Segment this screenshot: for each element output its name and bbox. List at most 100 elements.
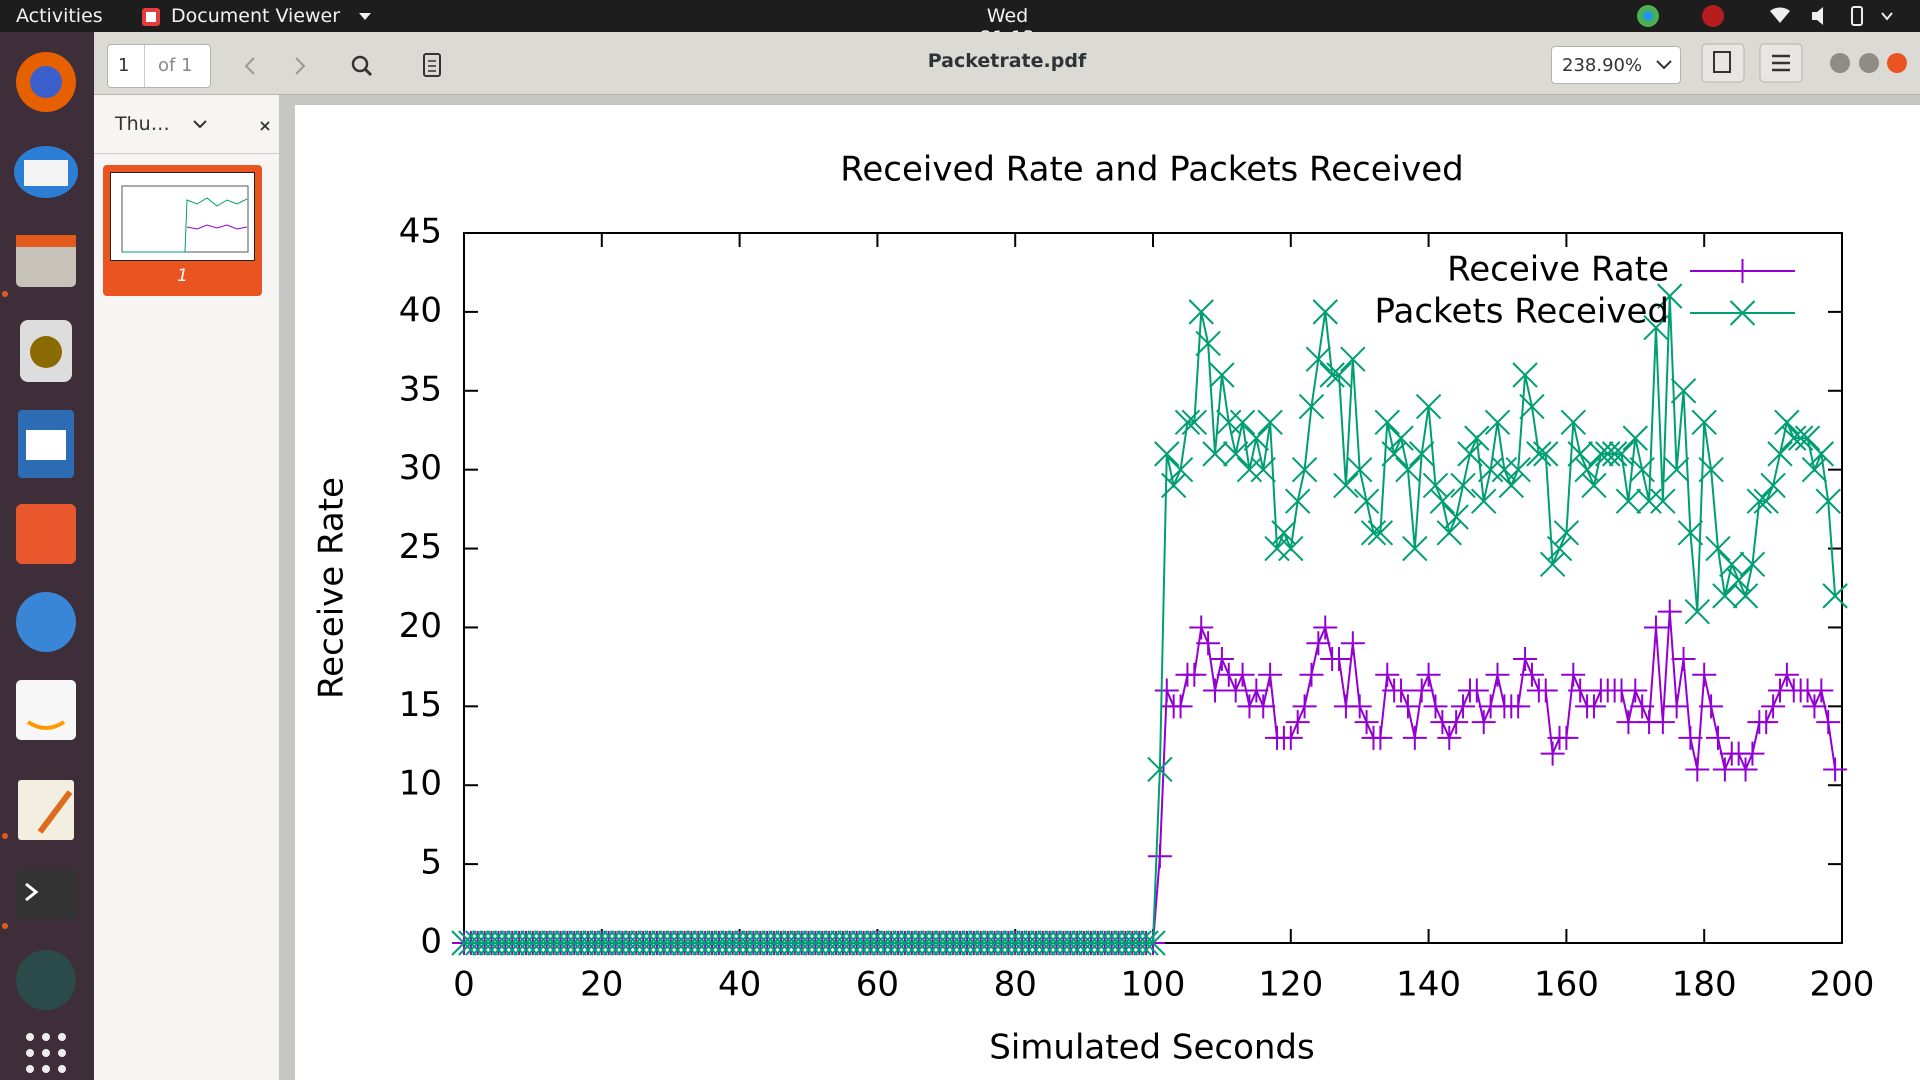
annotations-button[interactable] <box>423 53 441 77</box>
data-point <box>1650 488 1676 514</box>
thumbnail[interactable]: 1 <box>103 165 262 296</box>
data-point <box>1147 756 1173 783</box>
data-point <box>1712 757 1737 782</box>
data-point <box>1154 678 1179 703</box>
dock-icons <box>2 52 78 1073</box>
page <box>295 105 1920 1080</box>
data-point <box>968 930 994 956</box>
sidebar-selector[interactable]: Thu… <box>115 113 170 135</box>
page-field[interactable]: 1 of 1 <box>107 44 211 88</box>
data-point <box>1684 598 1711 625</box>
data-point <box>1388 425 1414 451</box>
data-point <box>1368 725 1393 750</box>
x-tick-label: 140 <box>1396 965 1461 1005</box>
data-point <box>1561 662 1586 687</box>
activities[interactable]: Activities <box>16 5 103 27</box>
data-point <box>726 930 753 956</box>
data-point <box>1568 678 1593 703</box>
data-point <box>630 930 656 956</box>
data-point <box>1692 662 1717 687</box>
data-point <box>678 930 705 956</box>
x-tick-label: 160 <box>1534 965 1599 1005</box>
data-point <box>1513 647 1538 671</box>
minimize-button[interactable] <box>1830 53 1850 73</box>
data-point <box>1423 694 1448 719</box>
data-point <box>1050 930 1077 956</box>
sidebar-close[interactable] <box>260 121 270 131</box>
data-point <box>637 930 663 956</box>
data-point <box>1278 725 1303 750</box>
data-point <box>1229 409 1256 436</box>
data-point <box>761 930 787 956</box>
data-point <box>1705 725 1730 750</box>
data-point <box>1464 425 1490 451</box>
data-point <box>1822 583 1848 609</box>
data-point <box>885 930 911 956</box>
page-count: of 1 <box>158 55 193 76</box>
data-point <box>1181 409 1208 436</box>
data-point <box>1306 631 1331 656</box>
data-point <box>802 930 829 956</box>
data-point <box>816 930 842 956</box>
data-point <box>657 930 684 956</box>
data-point <box>1553 520 1580 546</box>
data-point <box>1016 930 1042 956</box>
data-point <box>1030 930 1056 956</box>
data-point <box>1085 930 1111 956</box>
data-point <box>830 930 856 956</box>
data-point <box>685 930 711 956</box>
data-point <box>912 930 939 956</box>
app-menu[interactable]: Document Viewer <box>171 5 341 27</box>
search-button[interactable] <box>351 55 373 77</box>
data-point <box>1663 456 1690 483</box>
y-tick-label: 0 <box>420 922 442 962</box>
data-point <box>513 930 539 956</box>
data-point <box>1202 441 1228 467</box>
data-point <box>844 930 870 956</box>
data-point <box>1622 425 1649 451</box>
data-point <box>1409 441 1435 467</box>
data-point <box>1168 694 1193 719</box>
data-point <box>961 930 987 956</box>
close-button[interactable] <box>1887 53 1907 73</box>
data-point <box>1346 456 1373 483</box>
zoom-value[interactable]: 238.90% <box>1562 55 1643 76</box>
data-point <box>988 930 1015 956</box>
page-number[interactable]: 1 <box>118 55 130 76</box>
data-point <box>651 930 677 956</box>
y-tick-label: 20 <box>399 606 442 646</box>
y-tick-label: 5 <box>420 843 442 883</box>
data-point <box>981 930 1008 956</box>
data-point <box>478 930 505 956</box>
data-point <box>754 930 780 956</box>
data-point <box>1133 930 1159 956</box>
data-point <box>1540 741 1565 766</box>
y-tick-label: 25 <box>399 527 442 567</box>
prev-button[interactable] <box>244 57 255 75</box>
data-point <box>1740 741 1765 766</box>
legend-marker <box>1730 259 1755 283</box>
data-point <box>1464 678 1489 703</box>
data-point <box>1222 441 1249 467</box>
data-point <box>1823 757 1848 782</box>
data-point <box>1601 441 1628 467</box>
data-point <box>1360 520 1387 546</box>
data-point <box>664 930 691 956</box>
data-point <box>1119 930 1146 956</box>
data-point <box>1505 456 1531 483</box>
next-button[interactable] <box>295 57 306 75</box>
data-point <box>1395 456 1421 483</box>
data-point <box>1436 520 1462 546</box>
data-point <box>1615 488 1642 514</box>
data-point <box>1670 378 1697 404</box>
data-point <box>1223 678 1248 703</box>
data-point <box>1451 694 1476 719</box>
zoom-selector[interactable]: 238.90% <box>1551 46 1681 84</box>
data-point <box>1258 662 1283 687</box>
data-point <box>933 930 960 956</box>
data-point <box>954 930 980 956</box>
data-point <box>1298 393 1325 420</box>
data-point <box>1616 710 1641 735</box>
data-point <box>1554 725 1579 750</box>
maximize-button[interactable] <box>1859 53 1879 73</box>
